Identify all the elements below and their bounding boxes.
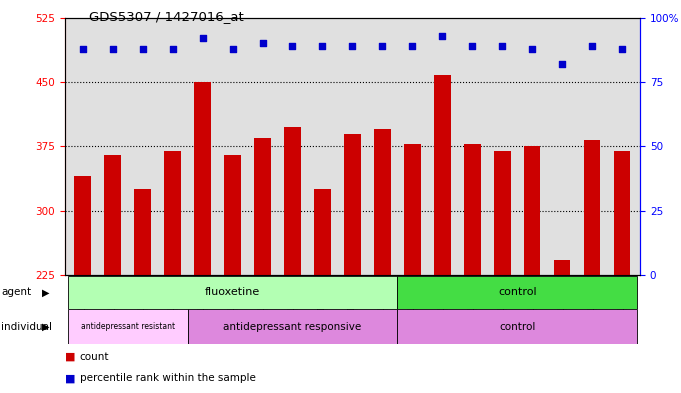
Text: fluoxetine: fluoxetine — [205, 287, 260, 298]
Bar — [194, 82, 211, 393]
Point — [377, 43, 388, 49]
Text: GDS5307 / 1427016_at: GDS5307 / 1427016_at — [89, 10, 243, 23]
Point — [137, 46, 148, 52]
Point — [347, 43, 358, 49]
Text: antidepressant resistant: antidepressant resistant — [80, 322, 175, 331]
Bar — [67, 309, 187, 344]
Bar — [164, 151, 181, 393]
Point — [527, 46, 538, 52]
Bar — [404, 144, 421, 393]
Point — [77, 46, 88, 52]
Text: ■: ■ — [65, 352, 75, 362]
Point — [317, 43, 328, 49]
Point — [257, 40, 268, 46]
Bar — [434, 75, 451, 393]
Bar — [374, 129, 391, 393]
Text: percentile rank within the sample: percentile rank within the sample — [80, 373, 255, 383]
Point — [287, 43, 298, 49]
Text: ▶: ▶ — [42, 321, 50, 332]
Text: ▶: ▶ — [42, 287, 50, 298]
Point — [497, 43, 508, 49]
Point — [167, 46, 178, 52]
Text: agent: agent — [1, 287, 31, 298]
Point — [107, 46, 118, 52]
Bar — [554, 260, 571, 393]
Bar — [224, 155, 241, 393]
Bar — [494, 151, 511, 393]
Text: ■: ■ — [65, 373, 75, 383]
Point — [197, 35, 208, 41]
Text: control: control — [499, 321, 535, 332]
Point — [227, 46, 238, 52]
Point — [467, 43, 478, 49]
Point — [617, 46, 628, 52]
Bar — [254, 138, 271, 393]
Bar — [614, 151, 631, 393]
Bar — [398, 276, 637, 309]
Text: antidepressant responsive: antidepressant responsive — [223, 321, 362, 332]
Text: control: control — [498, 287, 537, 298]
Bar — [67, 276, 398, 309]
Point — [437, 33, 448, 39]
Point — [407, 43, 418, 49]
Text: count: count — [80, 352, 109, 362]
Bar — [344, 134, 361, 393]
Bar — [104, 155, 121, 393]
Bar — [314, 189, 331, 393]
Bar — [524, 146, 541, 393]
Point — [587, 43, 598, 49]
Text: individual: individual — [1, 321, 52, 332]
Bar — [74, 176, 91, 393]
Bar — [187, 309, 398, 344]
Point — [557, 61, 568, 67]
Bar — [584, 140, 601, 393]
Bar — [134, 189, 151, 393]
Bar — [284, 127, 301, 393]
Bar — [464, 144, 481, 393]
Bar — [398, 309, 637, 344]
